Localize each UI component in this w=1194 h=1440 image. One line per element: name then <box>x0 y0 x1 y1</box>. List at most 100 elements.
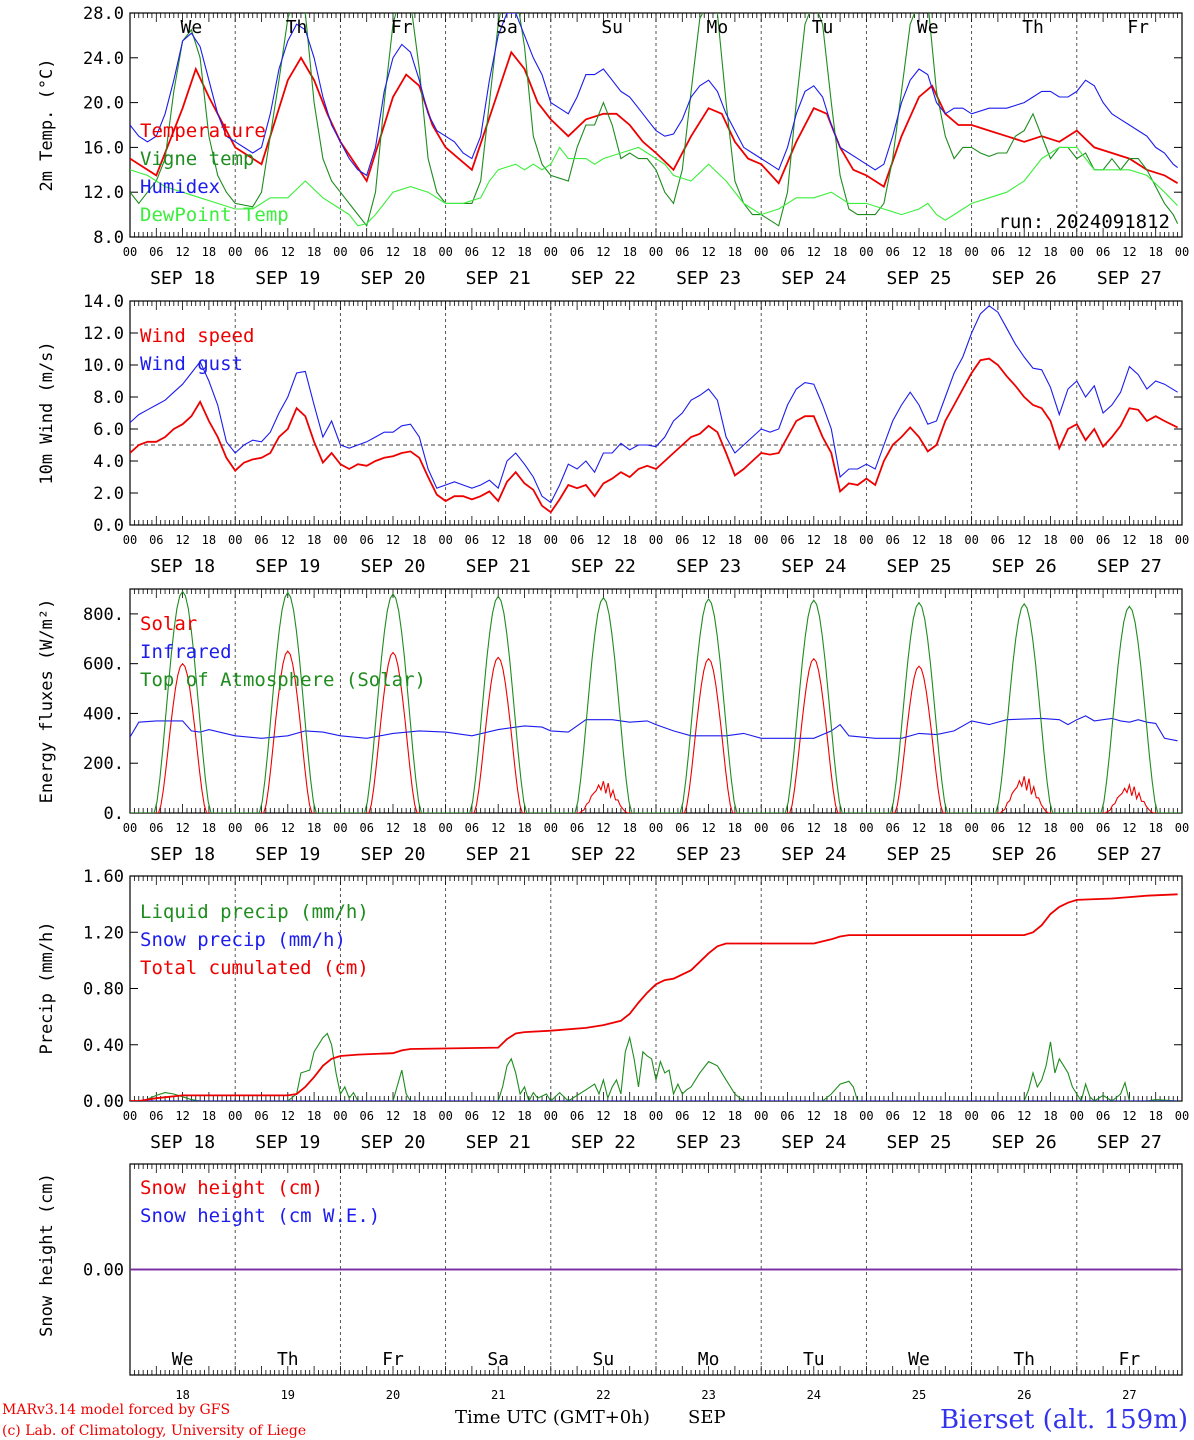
hour-tick-label: 00 <box>123 821 137 835</box>
series-line-1 <box>130 357 1178 514</box>
hour-tick-label: 00 <box>859 245 873 259</box>
day-number-label: 22 <box>596 1388 610 1402</box>
hour-tick-label: 00 <box>333 1109 347 1123</box>
weekday-label: Tu <box>803 1349 825 1370</box>
date-label: SEP 23 <box>676 268 741 289</box>
date-label: SEP 27 <box>1097 1132 1162 1153</box>
chart-panel-4: 0.00 0.40 0.80 1.20 1.60 Precip (mm/h) 00 06 12 1… <box>37 867 1189 1153</box>
hour-tick-label: 12 <box>1017 821 1031 835</box>
hour-tick-label: 06 <box>675 245 689 259</box>
legend-entry: Temperature <box>140 120 266 142</box>
hour-tick-label: 12 <box>1017 245 1031 259</box>
date-label: SEP 21 <box>466 556 531 577</box>
hour-tick-label: 12 <box>1122 245 1136 259</box>
hour-tick-label: 00 <box>964 1109 978 1123</box>
weekday-label: Su <box>601 17 623 38</box>
hour-tick-label: 12 <box>386 821 400 835</box>
hour-tick-label: 18 <box>938 245 952 259</box>
hour-tick-label: 12 <box>281 1109 295 1123</box>
y-tick-label: 16.0 <box>83 138 124 158</box>
hour-tick-label: 18 <box>412 245 426 259</box>
date-label: SEP 19 <box>255 844 320 865</box>
date-label: SEP 24 <box>781 1132 846 1153</box>
weekday-label: Th <box>286 17 308 38</box>
hour-tick-label: 18 <box>202 821 216 835</box>
hour-tick-label: 06 <box>254 1109 268 1123</box>
date-label: SEP 26 <box>992 556 1057 577</box>
weekday-label: Th <box>277 1349 299 1370</box>
hour-tick-label: 12 <box>912 821 926 835</box>
hour-tick-label: 00 <box>544 533 558 547</box>
date-label: SEP 23 <box>676 556 741 577</box>
y-tick-label: 2.0 <box>93 484 124 504</box>
weekday-label: Th <box>1022 17 1044 38</box>
hour-tick-label: 12 <box>281 533 295 547</box>
hour-tick-label: 06 <box>1096 1109 1110 1123</box>
hour-tick-label: 12 <box>1122 821 1136 835</box>
hour-tick-label: 18 <box>1148 1109 1162 1123</box>
hour-tick-label: 00 <box>438 821 452 835</box>
date-label: SEP 19 <box>255 268 320 289</box>
hour-tick-label: 12 <box>596 533 610 547</box>
y-tick-label: 14.0 <box>83 292 124 312</box>
hour-tick-label: 18 <box>1043 1109 1057 1123</box>
hour-tick-label: 00 <box>544 1109 558 1123</box>
hour-tick-label: 18 <box>412 533 426 547</box>
hour-tick-label: 00 <box>438 533 452 547</box>
series-line-2 <box>130 305 1178 504</box>
date-label: SEP 25 <box>886 556 951 577</box>
hour-tick-label: 00 <box>1070 1109 1084 1123</box>
hour-tick-label: 06 <box>885 1109 899 1123</box>
hour-tick-label: 12 <box>175 533 189 547</box>
date-label: SEP 22 <box>571 844 636 865</box>
date-label: SEP 21 <box>466 1132 531 1153</box>
hour-tick-label: 06 <box>780 533 794 547</box>
weekday-labels-top: We Th Fr Sa Su Mo Tu We Th Fr <box>181 17 1150 38</box>
series-line-1 <box>130 50 1179 188</box>
hour-tick-label: 18 <box>833 821 847 835</box>
hour-tick-label: 00 <box>754 821 768 835</box>
hour-tick-label: 18 <box>517 821 531 835</box>
chart-panels: 8.0 12.0 16.0 20.0 24.0 28.0 2m Temp. (°C) 00 06… <box>37 4 1189 1402</box>
hour-tick-label: 18 <box>728 1109 742 1123</box>
y-tick-label: 600. <box>83 655 124 675</box>
hour-tick-label: 00 <box>228 821 242 835</box>
chart-panel-3: 0. 200. 400. 600. 800. Energy fluxes (W/m²) 00… <box>37 588 1189 865</box>
y-tick-label: 1.60 <box>83 867 124 887</box>
weekday-label: We <box>181 17 203 38</box>
hour-tick-label: 18 <box>1043 533 1057 547</box>
series-line-4 <box>130 146 1178 227</box>
hour-tick-label: 00 <box>544 245 558 259</box>
hour-tick-label: 06 <box>570 1109 584 1123</box>
hour-tick-label: 18 <box>1148 245 1162 259</box>
legend-entry: Wind speed <box>140 325 254 347</box>
time-axis-title: Time UTC (GMT+0h) <box>455 1407 650 1428</box>
hour-tick-label: 00 <box>1175 245 1189 259</box>
hour-tick-label: 06 <box>465 533 479 547</box>
hour-tick-label: 00 <box>123 533 137 547</box>
hour-tick-label: 00 <box>438 245 452 259</box>
hour-tick-label: 18 <box>938 821 952 835</box>
hour-tick-label: 12 <box>701 1109 715 1123</box>
hour-tick-label: 06 <box>149 821 163 835</box>
date-label: SEP 26 <box>992 844 1057 865</box>
hour-tick-label: 06 <box>465 1109 479 1123</box>
hour-tick-label: 12 <box>386 245 400 259</box>
date-label: SEP 20 <box>360 556 425 577</box>
legend-entry: Snow precip (mm/h) <box>140 929 346 951</box>
hour-tick-label: 06 <box>991 533 1005 547</box>
date-label: SEP 22 <box>571 556 636 577</box>
hour-tick-label: 12 <box>491 1109 505 1123</box>
hour-tick-label: 12 <box>807 1109 821 1123</box>
hour-tick-label: 00 <box>964 533 978 547</box>
hour-tick-label: 06 <box>465 245 479 259</box>
weekday-label: Sa <box>487 1349 509 1370</box>
hour-tick-label: 00 <box>964 821 978 835</box>
hour-tick-label: 12 <box>807 245 821 259</box>
hour-tick-label: 06 <box>675 533 689 547</box>
hour-tick-label: 18 <box>202 1109 216 1123</box>
date-label: SEP 26 <box>992 268 1057 289</box>
hour-tick-label: 18 <box>1148 533 1162 547</box>
day-number-label: 26 <box>1017 1388 1031 1402</box>
hour-tick-label: 06 <box>675 1109 689 1123</box>
